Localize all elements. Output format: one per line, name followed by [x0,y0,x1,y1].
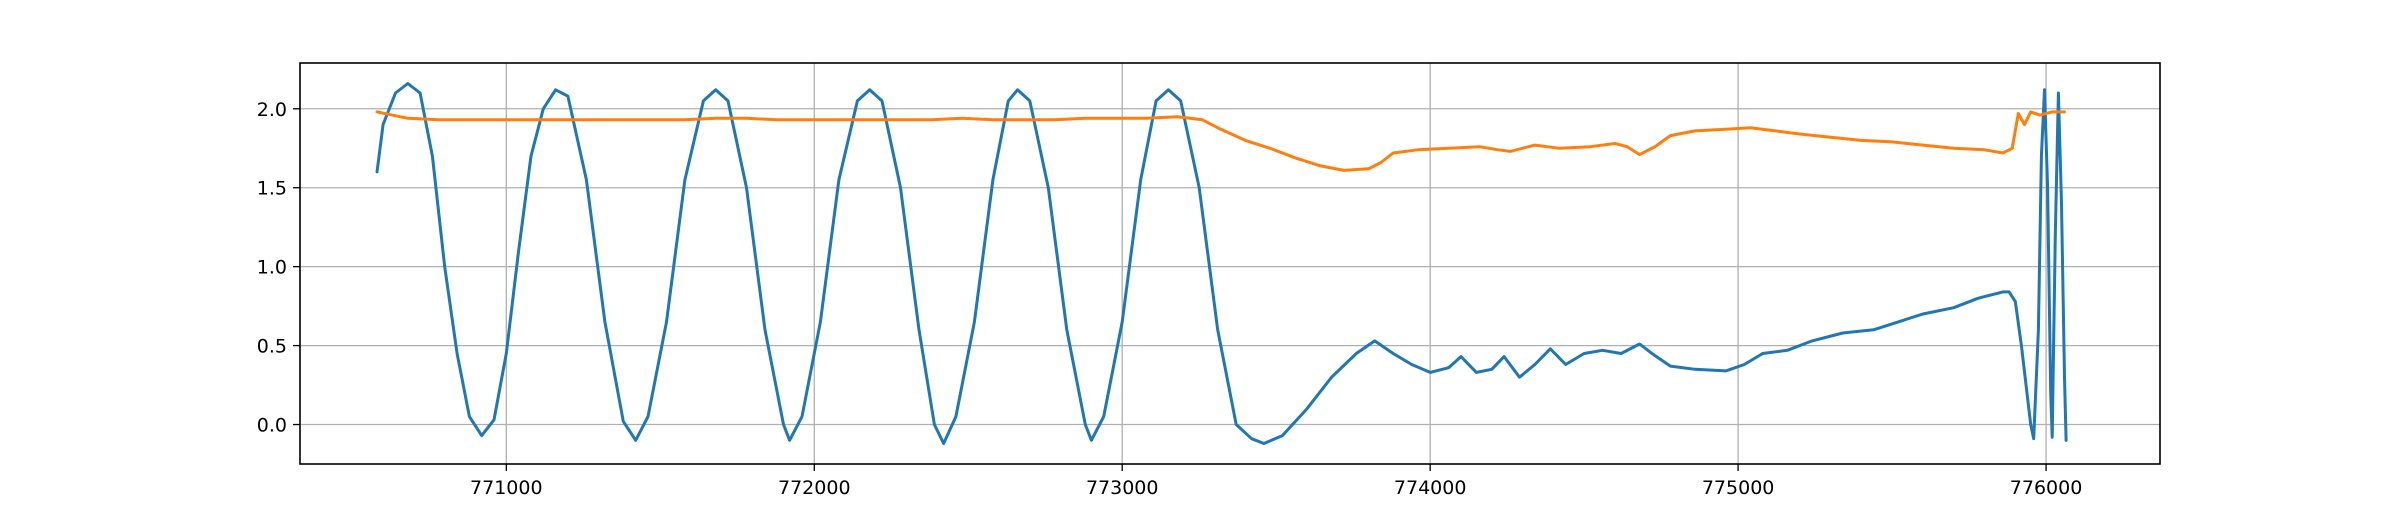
y-tick-label: 0.5 [257,336,287,358]
y-tick-label: 2.0 [257,99,287,121]
plot-frame [299,62,2161,465]
axis-ticks: 771000 772000 773000 774000 775000 776000 0.0 0… [257,99,2083,499]
x-tick-label: 773000 [1086,477,1159,499]
x-tick-label: 771000 [470,477,543,499]
x-tick-label: 775000 [1702,477,1775,499]
series-line-2 [375,110,2066,172]
y-tick-label: 1.0 [257,257,287,279]
y-tick-label: 1.5 [257,178,287,200]
series-lines [375,82,2068,445]
x-tick-label: 772000 [778,477,851,499]
x-tick-label: 776000 [2010,477,2083,499]
x-tick-label: 774000 [1394,477,1467,499]
series-line-1 [375,82,2068,445]
y-tick-label: 0.0 [257,415,287,437]
